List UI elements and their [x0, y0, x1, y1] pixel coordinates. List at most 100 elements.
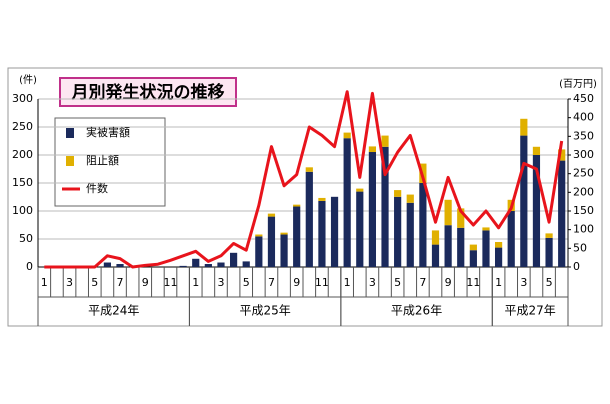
x-tick-label: 5 [243, 276, 250, 289]
bar [381, 135, 389, 147]
y2-tick-label: 250 [573, 167, 594, 180]
x-tick-label: 11 [164, 276, 178, 289]
bar [444, 225, 452, 267]
year-label: 平成24年 [88, 304, 139, 318]
bar [204, 264, 212, 267]
bar [267, 216, 276, 267]
y2-tick-label: 300 [573, 148, 594, 161]
bar [469, 244, 477, 251]
bar [368, 152, 377, 267]
y2-tick-label: 0 [573, 260, 580, 273]
y2-tick-label: 350 [573, 129, 594, 142]
bar [532, 155, 541, 267]
y-tick-label: 200 [12, 148, 33, 161]
bar [305, 167, 313, 172]
y-tick-label: 300 [12, 92, 33, 105]
legend-swatch [66, 156, 74, 166]
bar [330, 196, 339, 267]
chart-title: 月別発生状況の推移 [71, 82, 225, 103]
bar [406, 194, 414, 203]
x-tick-label: 5 [394, 276, 401, 289]
x-tick-label: 3 [520, 276, 527, 289]
x-tick-label: 7 [268, 276, 275, 289]
legend-swatch [66, 128, 74, 138]
bar [293, 204, 301, 207]
bar [229, 252, 238, 267]
x-tick-label: 7 [419, 276, 426, 289]
y-tick-label: 150 [12, 176, 33, 189]
bar [318, 197, 326, 201]
year-label: 平成26年 [391, 304, 442, 318]
y-tick-label: 0 [26, 260, 33, 273]
legend-label: 実被害額 [86, 125, 130, 139]
bar [494, 247, 503, 267]
bar [293, 206, 301, 267]
x-tick-label: 7 [117, 276, 124, 289]
y-tick-label: 50 [19, 232, 33, 245]
bar [545, 237, 553, 267]
bar [381, 146, 389, 267]
x-tick-label: 1 [344, 276, 351, 289]
legend-label: 阻止額 [86, 154, 119, 167]
y2-tick-label: 150 [573, 204, 594, 217]
x-tick-label: 1 [495, 276, 502, 289]
bar [457, 227, 465, 267]
x-tick-label: 9 [293, 276, 300, 289]
bar [419, 183, 427, 267]
bar [255, 234, 263, 237]
bar [179, 265, 187, 267]
bar [116, 264, 124, 267]
y-tick-label: 250 [12, 120, 33, 133]
x-tick-label: 9 [445, 276, 452, 289]
bar [558, 160, 566, 267]
bar [318, 200, 326, 267]
x-tick-label: 1 [192, 276, 199, 289]
y2-tick-label: 200 [573, 185, 594, 198]
bar [305, 171, 313, 267]
y2-tick-label: 50 [573, 241, 587, 254]
bar [469, 250, 477, 267]
bar [343, 132, 351, 139]
bar [356, 191, 364, 267]
bar [343, 138, 351, 267]
x-tick-label: 9 [142, 276, 149, 289]
bar [406, 202, 414, 267]
x-tick-label: 3 [369, 276, 376, 289]
y2-tick-label: 100 [573, 223, 594, 236]
bar [482, 230, 490, 267]
bar [356, 188, 364, 192]
bar [520, 135, 528, 267]
bar [242, 261, 250, 267]
bar [192, 258, 200, 267]
x-tick-label: 5 [546, 276, 553, 289]
x-tick-label: 5 [91, 276, 98, 289]
bar [394, 190, 402, 197]
year-label: 平成25年 [240, 304, 291, 318]
bar [482, 227, 490, 231]
y2-axis-label: (百万円) [559, 78, 597, 90]
bar [545, 233, 553, 238]
bar [217, 262, 225, 267]
bar [255, 236, 263, 267]
bar [444, 199, 452, 226]
bar [507, 211, 515, 267]
bar [457, 208, 465, 228]
bar [280, 234, 288, 267]
bar [431, 230, 440, 245]
x-tick-label: 3 [217, 276, 224, 289]
y-axis-label: (件) [19, 74, 37, 86]
line [44, 90, 564, 269]
y2-tick-label: 400 [573, 111, 594, 124]
legend-label: 件数 [86, 182, 108, 195]
x-tick-label: 1 [41, 276, 48, 289]
bar [103, 262, 112, 267]
bar [532, 146, 541, 155]
x-tick-label: 11 [315, 276, 329, 289]
bar [368, 146, 377, 153]
x-tick-label: 3 [66, 276, 73, 289]
title-box [59, 77, 237, 107]
y-tick-label: 100 [12, 204, 33, 217]
x-tick-label: 11 [466, 276, 480, 289]
y2-tick-label: 450 [573, 92, 594, 105]
